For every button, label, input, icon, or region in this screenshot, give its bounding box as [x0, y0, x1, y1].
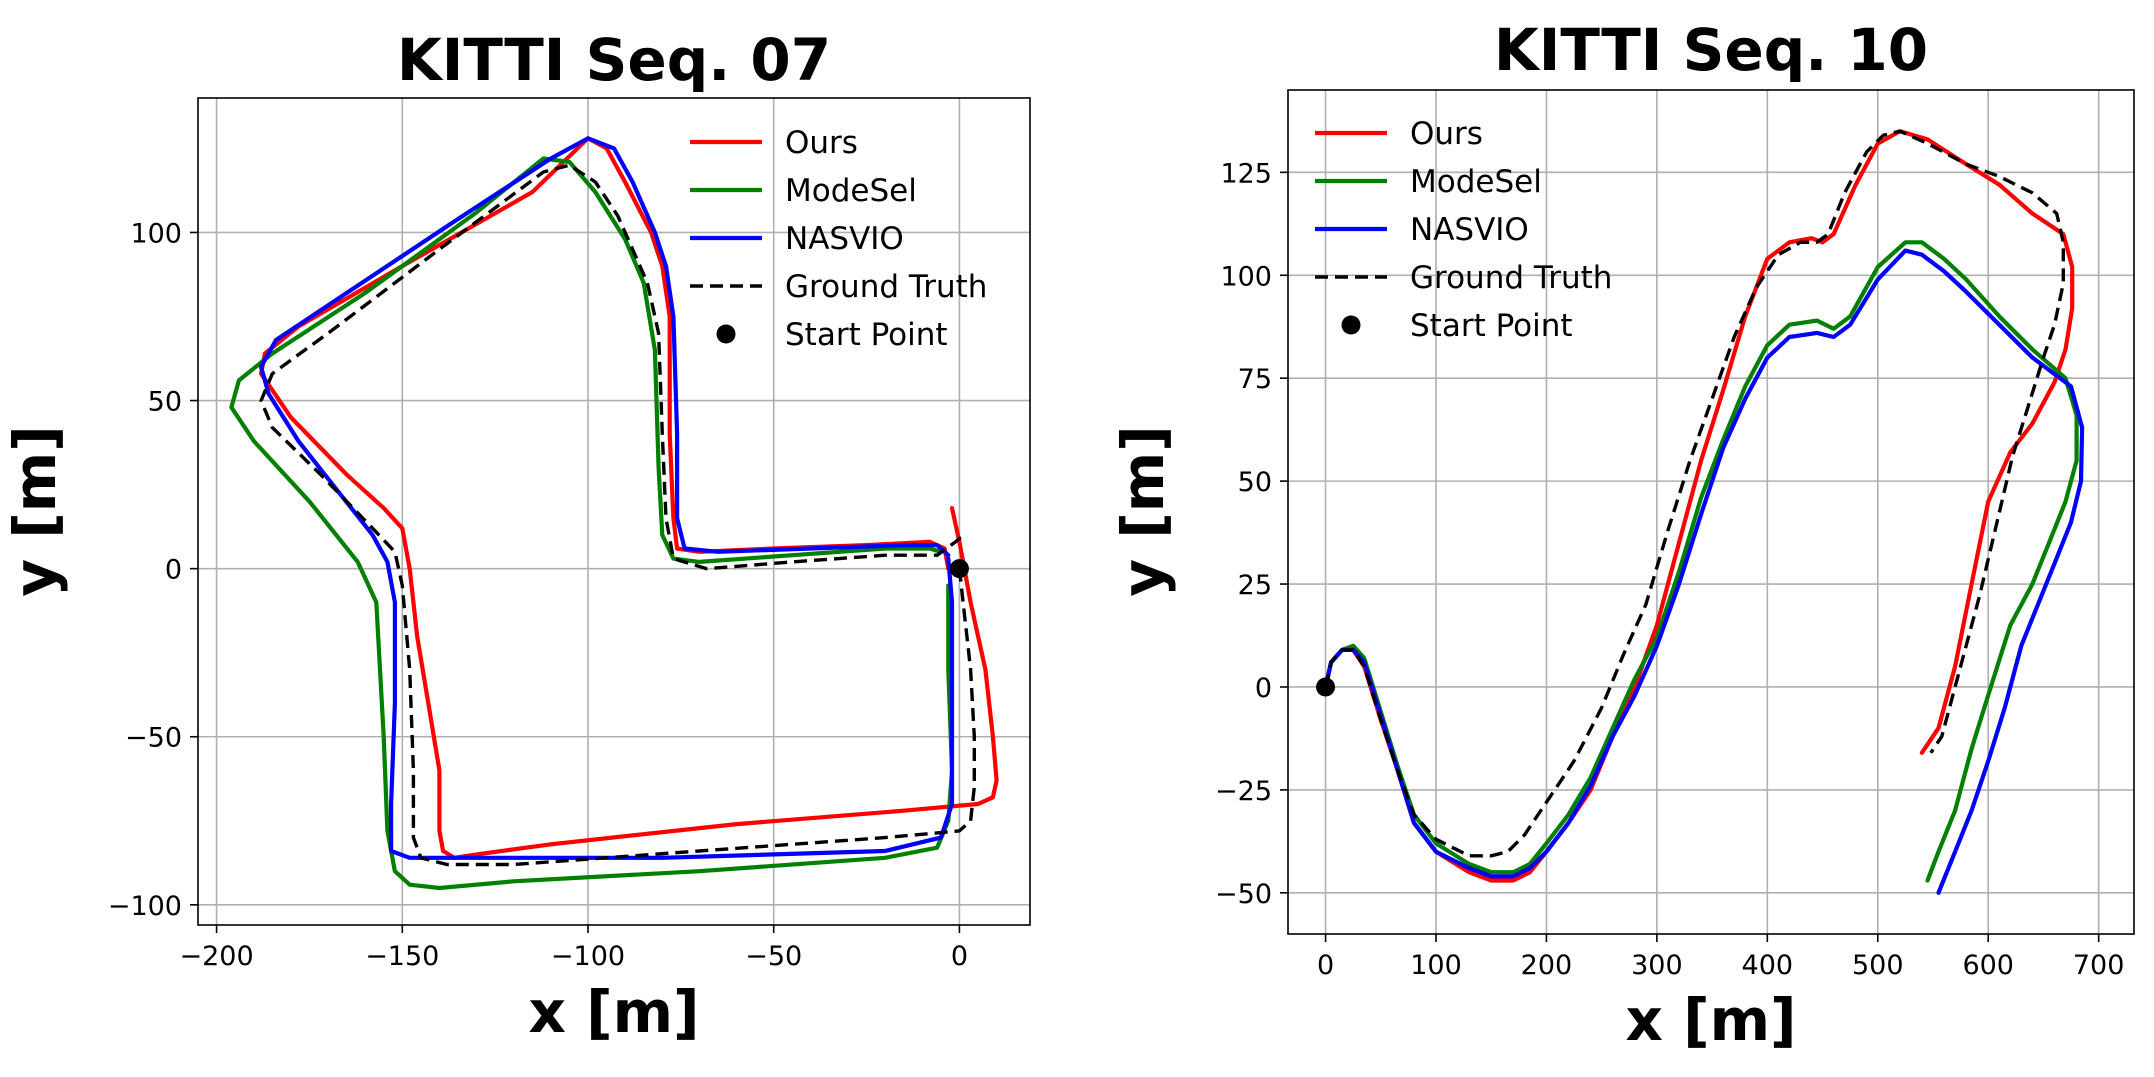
- x-tick-label: 100: [1410, 950, 1462, 981]
- chart-title: KITTI Seq. 07: [397, 26, 831, 94]
- legend-label: Ours: [785, 125, 858, 161]
- chart-panel-seq10: 0 100 200 300 400 500 600 700 −50 −25 0 25 50 75 100 12…: [1109, 16, 2135, 1054]
- plot-frame: [197, 97, 1031, 926]
- series-line-ours: [259, 136, 999, 860]
- x-tick-label: 700: [2073, 950, 2125, 981]
- x-tick-label: −100: [551, 941, 625, 972]
- series-line-nasvio: [1323, 248, 2085, 895]
- y-tick-label: −50: [125, 723, 182, 754]
- chart-panel-seq07: −200 −150 −100 −50 0 −100 −50 0 50 100 KITTI Seq. …: [1, 26, 1031, 1046]
- series-line-nasvio: [259, 136, 955, 860]
- legend-swatch-start-point: [1341, 315, 1361, 335]
- y-tick-label: 50: [148, 387, 182, 418]
- y-tick-label: 50: [1238, 467, 1272, 498]
- x-axis-label: x [m]: [528, 978, 699, 1046]
- series-line-modesel: [229, 156, 955, 891]
- plot-frame: [1287, 89, 2135, 935]
- x-axis-label: x [m]: [1625, 986, 1796, 1054]
- x-tick-label: 400: [1742, 950, 1794, 981]
- y-tick-label: −50: [1215, 879, 1272, 910]
- legend-label: Ground Truth: [785, 269, 987, 305]
- legend-label: ModeSel: [1410, 164, 1542, 200]
- y-axis-label: y [m]: [1, 425, 69, 596]
- x-tick-label: 200: [1521, 950, 1573, 981]
- y-tick-label: 75: [1238, 364, 1272, 395]
- legend-label: ModeSel: [785, 173, 917, 209]
- y-tick-label: 25: [1238, 570, 1272, 601]
- start-point-marker: [949, 559, 969, 579]
- chart-title: KITTI Seq. 10: [1494, 16, 1928, 84]
- series-line-modesel: [1323, 240, 2079, 883]
- legend: Ours ModeSel NASVIO Ground Truth Start Point: [1315, 116, 1612, 344]
- legend-label: Ours: [1410, 116, 1483, 152]
- series-line-ground-truth: [259, 163, 976, 867]
- legend-label: Ground Truth: [1410, 260, 1612, 296]
- x-tick-label: 0: [1317, 950, 1334, 981]
- series-line-ground-truth: [1323, 129, 2065, 858]
- y-tick-label: 125: [1220, 158, 1272, 189]
- legend-swatch-start-point: [716, 324, 736, 344]
- y-tick-label: −100: [108, 891, 182, 922]
- start-point-marker: [1316, 677, 1336, 697]
- y-tick-label: −25: [1215, 776, 1272, 807]
- x-tick-label: 600: [1962, 950, 2014, 981]
- x-tick-label: −200: [179, 941, 253, 972]
- x-tick-label: 0: [951, 941, 968, 972]
- legend-label: Start Point: [1410, 308, 1573, 344]
- y-tick-label: 0: [1255, 673, 1272, 704]
- legend-label: NASVIO: [785, 221, 904, 257]
- legend-label: NASVIO: [1410, 212, 1529, 248]
- x-tick-label: −50: [745, 941, 802, 972]
- x-tick-label: 300: [1631, 950, 1683, 981]
- x-tick-label: −150: [365, 941, 439, 972]
- y-tick-label: 100: [130, 218, 182, 249]
- x-tick-label: 500: [1852, 950, 1904, 981]
- legend-label: Start Point: [785, 317, 948, 353]
- y-tick-label: 100: [1220, 261, 1272, 292]
- y-tick-label: 0: [165, 555, 182, 586]
- legend: Ours ModeSel NASVIO Ground Truth Start Point: [690, 125, 987, 353]
- y-axis-label: y [m]: [1109, 425, 1177, 596]
